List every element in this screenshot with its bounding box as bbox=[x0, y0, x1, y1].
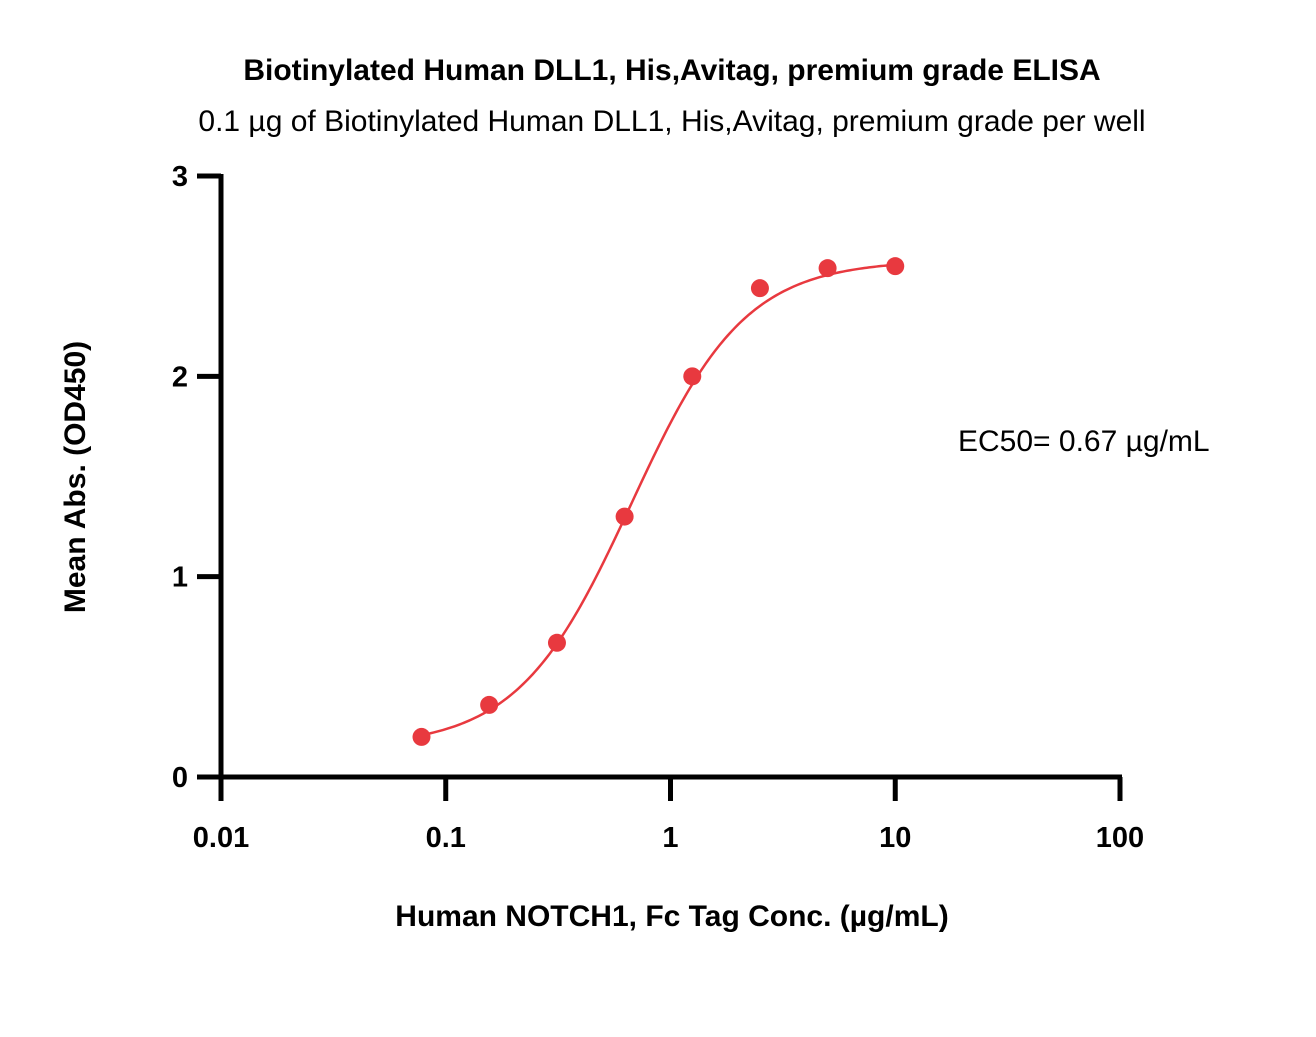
x-tick-label: 0.01 bbox=[193, 822, 249, 854]
y-tick-label: 1 bbox=[172, 562, 188, 594]
data-point bbox=[547, 633, 566, 652]
data-point bbox=[615, 507, 634, 526]
x-axis-label: Human NOTCH1, Fc Tag Conc. (µg/mL) bbox=[395, 900, 948, 933]
y-tick-label: 0 bbox=[172, 762, 188, 794]
ec50-annotation: EC50= 0.67 µg/mL bbox=[958, 425, 1210, 458]
y-tick-label: 3 bbox=[172, 161, 188, 193]
plot-area: 0 1 2 3 0.01 0.1 1 10 100 bbox=[172, 161, 1144, 854]
chart-title: Biotinylated Human DLL1, His,Avitag, pre… bbox=[243, 54, 1100, 87]
y-axis-label: Mean Abs. (OD450) bbox=[59, 341, 92, 613]
data-point bbox=[480, 695, 499, 714]
x-tick-label: 10 bbox=[879, 822, 911, 854]
x-tick-label: 100 bbox=[1096, 822, 1144, 854]
fit-curve bbox=[421, 263, 896, 737]
x-tick-label: 1 bbox=[662, 822, 678, 854]
data-point bbox=[683, 367, 702, 386]
data-point bbox=[412, 727, 431, 746]
y-tick-label: 2 bbox=[172, 361, 188, 393]
data-point bbox=[750, 279, 769, 298]
chart-subtitle: 0.1 µg of Biotinylated Human DLL1, His,A… bbox=[198, 105, 1145, 138]
data-point bbox=[886, 257, 905, 276]
data-point bbox=[818, 259, 837, 278]
x-tick-label: 0.1 bbox=[426, 822, 466, 854]
